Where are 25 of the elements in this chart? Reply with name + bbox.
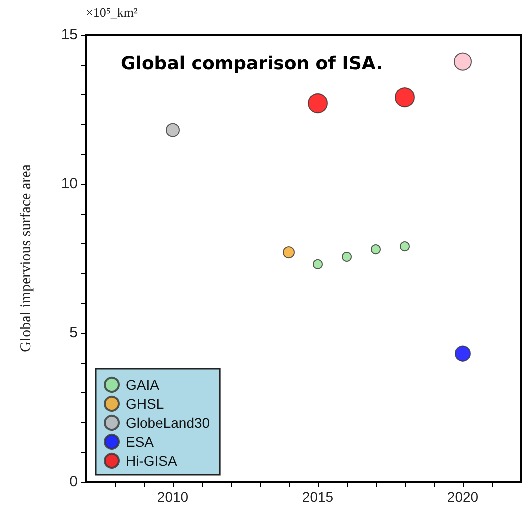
legend-label: GAIA [126,377,160,393]
point [371,244,381,255]
point [308,94,328,114]
y-axis-title: Global impervious surface area [18,164,34,352]
point [400,242,410,252]
point [313,259,323,270]
point [395,88,415,108]
point [283,246,295,259]
text: ×10⁵_km² [86,5,138,20]
y-tick-label: 10 [61,176,78,192]
y-tick-label: 15 [61,26,78,44]
point [455,346,471,362]
point [166,123,180,138]
x-tick-label: 2020 [447,489,479,505]
legend-label: GlobeLand30 [126,415,210,431]
y-tick-label: 5 [70,324,78,342]
x-tick-label: 2015 [302,489,334,505]
y-tick-label: 0 [70,474,78,490]
point [342,252,352,262]
legend-label: ESA [126,434,155,450]
legend-label: GHSL [126,396,164,412]
point [454,52,472,71]
x-tick-label: 2010 [157,489,189,505]
text: Global comparison of ISA. [121,54,384,74]
legend-label: Hi-GISA [126,453,178,469]
